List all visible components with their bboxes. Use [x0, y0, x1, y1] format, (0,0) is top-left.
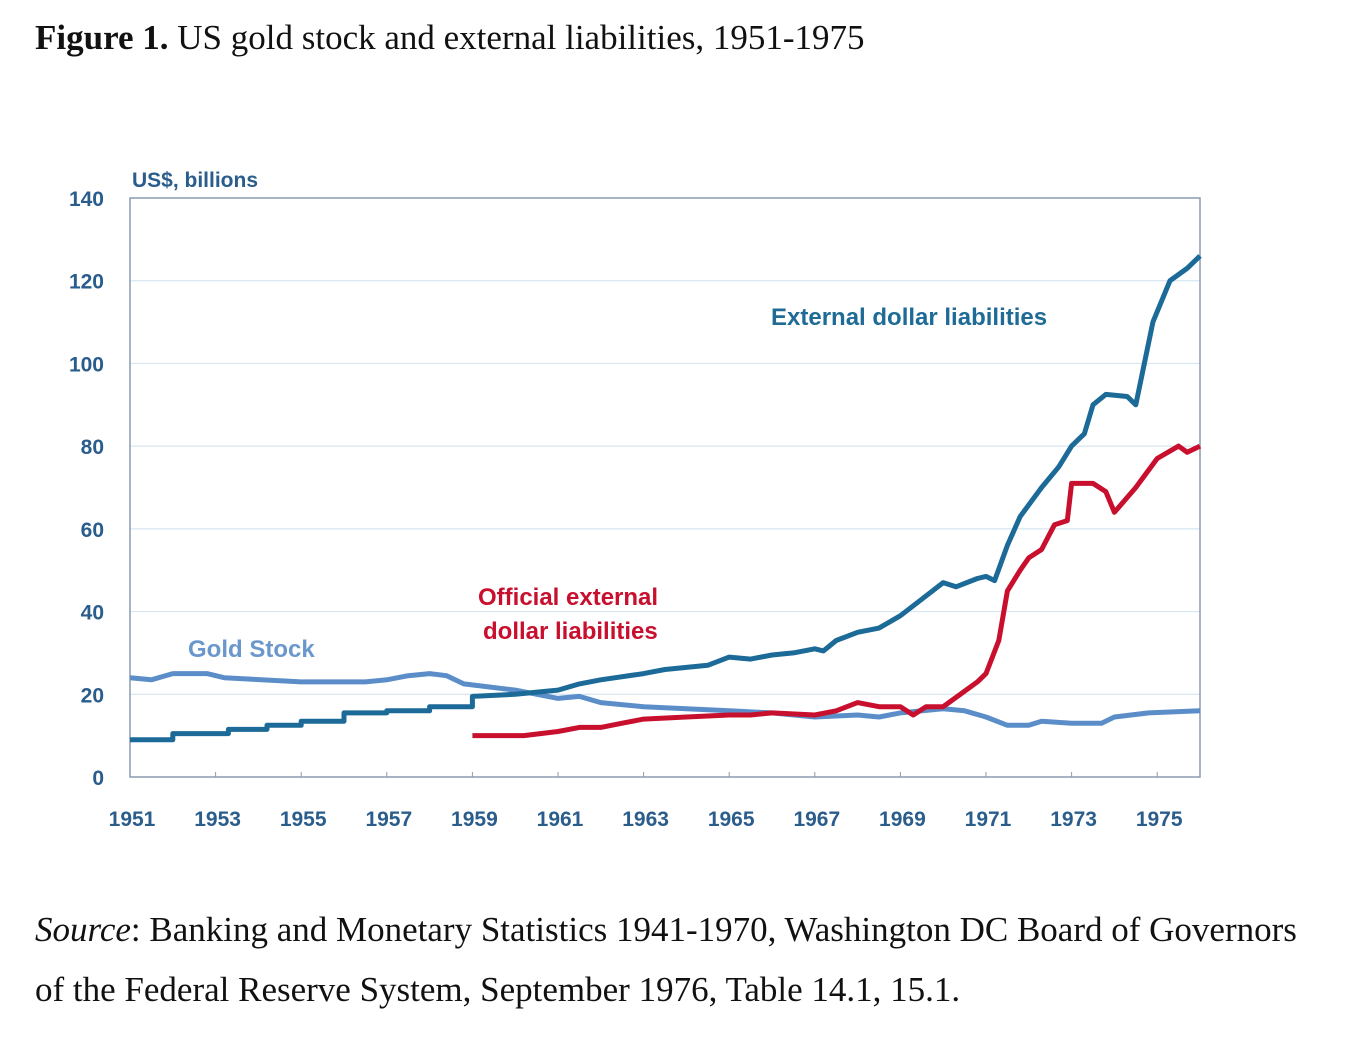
figure-label: Figure 1.	[35, 18, 169, 57]
y-tick-label: 20	[81, 684, 104, 707]
x-tick-label: 1971	[965, 808, 1012, 831]
figure-title: Figure 1. US gold stock and external lia…	[35, 18, 865, 58]
source-label: Source	[35, 910, 131, 949]
y-tick-label: 0	[92, 767, 104, 790]
x-tick-label: 1965	[708, 808, 755, 831]
annotation-gold-stock: Gold Stock	[188, 636, 315, 663]
source-text: : Banking and Monetary Statistics 1941-1…	[35, 910, 1297, 1009]
y-tick-label: 120	[69, 271, 104, 294]
x-tick-label: 1959	[451, 808, 498, 831]
y-tick-label: 100	[69, 353, 104, 376]
annotation-external-liabilities: External dollar liabilities	[771, 304, 1047, 331]
x-tick-label: 1955	[280, 808, 327, 831]
annotation-official-line2: dollar liabilities	[483, 618, 658, 645]
y-tick-label: 80	[81, 436, 104, 459]
x-tick-label: 1969	[879, 808, 926, 831]
plot-frame	[129, 197, 1201, 778]
figure-title-text: US gold stock and external liabilities, …	[177, 18, 865, 57]
series-line-gold-stock	[129, 671, 1201, 728]
y-axis-label: US$, billions	[132, 169, 258, 192]
series-line-official-external-dollar-liabilities	[472, 443, 1202, 739]
x-tick-label: 1967	[793, 808, 840, 831]
x-tick-label: 1957	[365, 808, 412, 831]
x-tick-label: 1951	[109, 808, 156, 831]
series-line-external-dollar-liabilities	[130, 254, 1202, 743]
annotation-official-line1: Official external	[478, 584, 658, 611]
x-tick-label: 1975	[1136, 808, 1183, 831]
x-tick-label: 1973	[1050, 808, 1097, 831]
x-tick-label: 1961	[537, 808, 584, 831]
x-tick-label: 1953	[194, 808, 241, 831]
y-tick-label: 60	[81, 519, 104, 542]
y-tick-label: 140	[69, 188, 104, 211]
chart: 0 20 40 60 80 100 120 140 1951 1953 1955 1957 1959 19…	[69, 169, 1202, 831]
y-tick-label: 40	[81, 602, 104, 625]
x-tick-label: 1963	[622, 808, 669, 831]
source-note: Source: Banking and Monetary Statistics …	[35, 900, 1325, 1020]
